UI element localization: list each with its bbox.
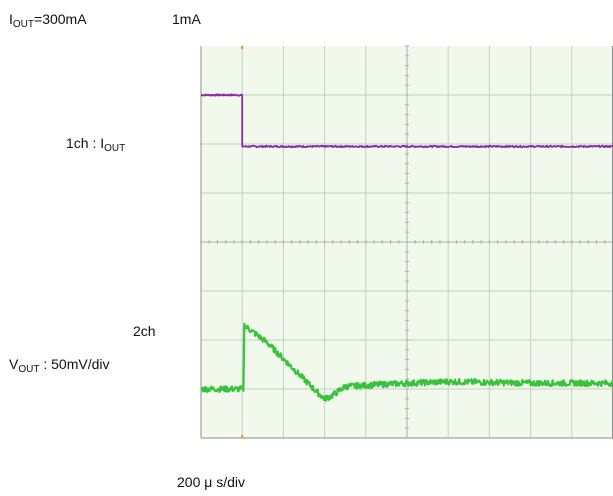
trace-ch2 xyxy=(200,322,613,402)
time-scale-label: 200 μ s/div xyxy=(177,474,245,490)
equals-sign: = xyxy=(34,11,43,27)
ch1-prefix: 1ch : I xyxy=(66,135,105,151)
ch1-label: 1ch : IOUT xyxy=(66,135,125,157)
vout-scale-label: VOUT : 50mV/div xyxy=(9,356,109,378)
ch2-label: 2ch xyxy=(133,323,156,339)
current-symbol: I xyxy=(9,11,13,27)
voltage-symbol: V xyxy=(9,356,19,372)
out-subscript: OUT xyxy=(12,19,34,30)
vout-scale-text: : 50mV/div xyxy=(39,356,110,372)
vout-out-subscript: OUT xyxy=(18,364,40,375)
iout-before-label: IOUT=300mA xyxy=(9,11,87,33)
iout-after-label: 1mA xyxy=(172,11,201,27)
trace-ch1 xyxy=(200,93,613,149)
iout-before-value: 300mA xyxy=(42,11,87,27)
ch1-out-subscript: OUT xyxy=(104,143,126,154)
